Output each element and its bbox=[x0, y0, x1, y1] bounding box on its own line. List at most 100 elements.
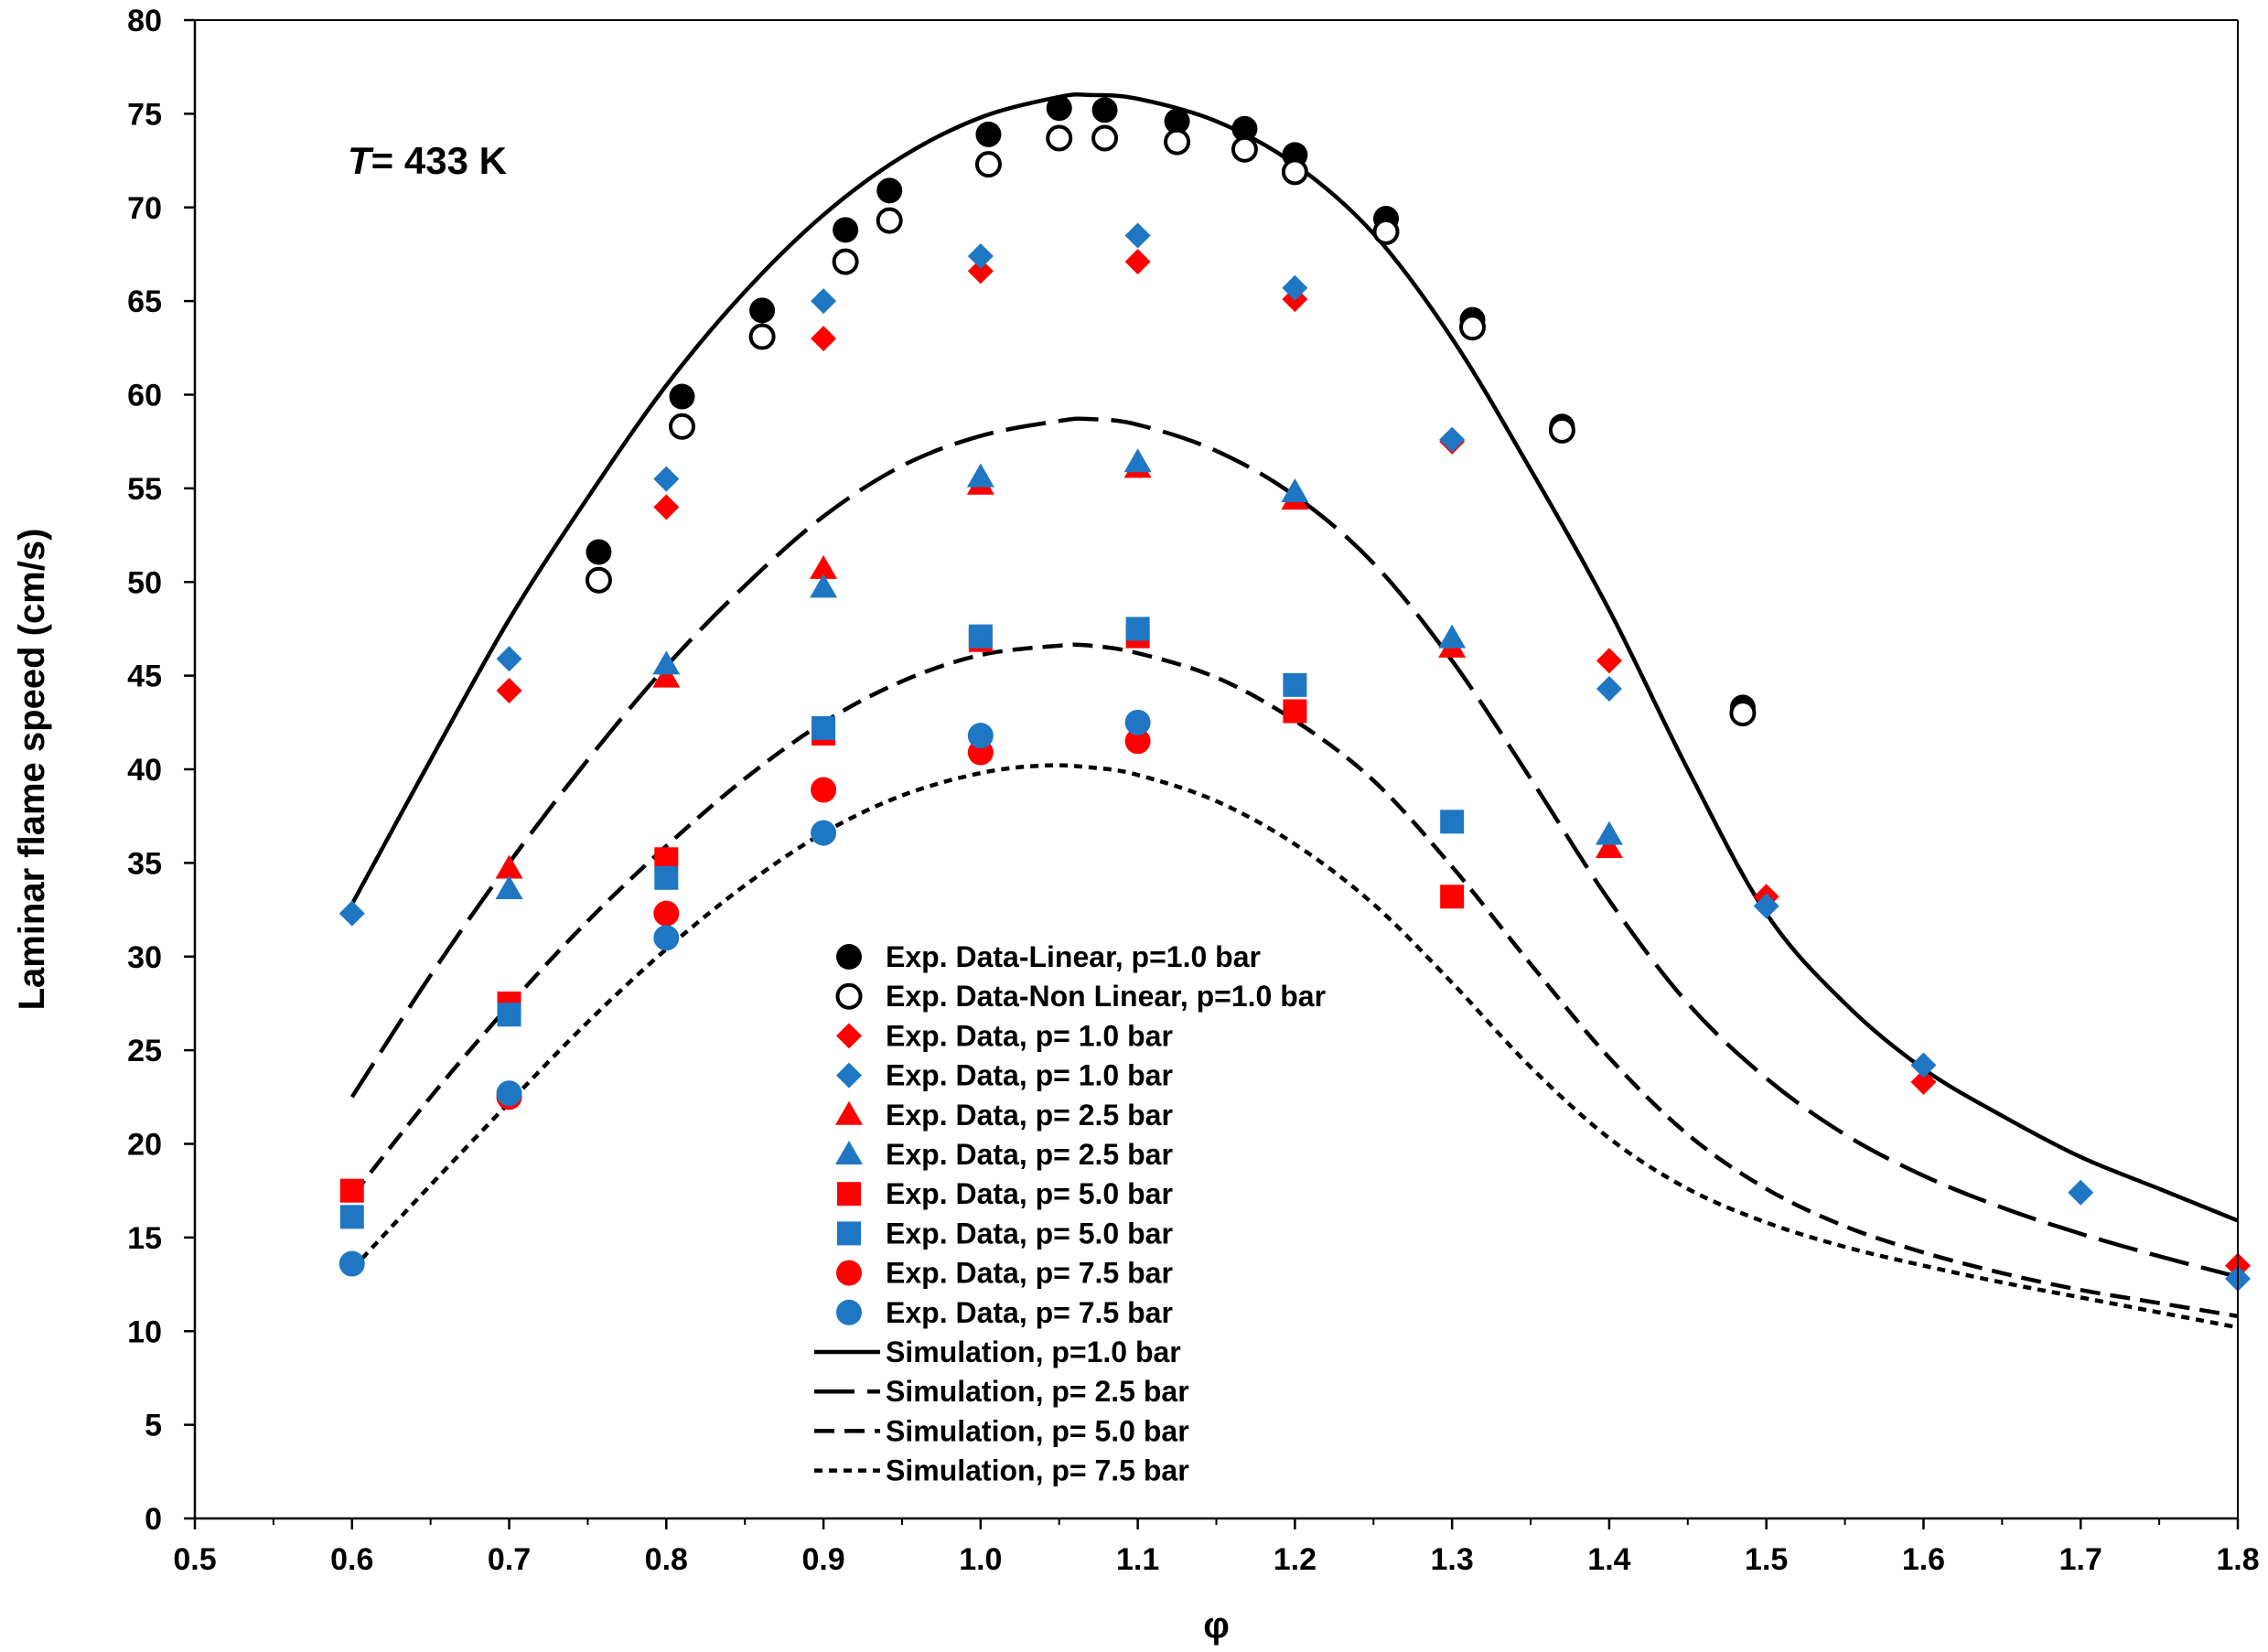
y-tick-label-14: 70 bbox=[127, 191, 162, 226]
y-tick-label-6: 30 bbox=[127, 940, 162, 975]
data-point-s0-p9 bbox=[1231, 115, 1258, 142]
data-point-s2-p4 bbox=[1124, 249, 1151, 275]
legend-label-4: Exp. Data, p= 2.5 bar bbox=[886, 1099, 1173, 1132]
data-point-s9-p3 bbox=[811, 820, 837, 846]
data-point-s3-p4 bbox=[967, 242, 994, 269]
y-tick-label-0: 0 bbox=[145, 1502, 162, 1537]
data-point-s8-p2 bbox=[811, 777, 837, 803]
data-point-s4-p7 bbox=[1595, 833, 1623, 858]
data-point-s1-p12 bbox=[1458, 314, 1486, 341]
data-point-s4-p0 bbox=[495, 854, 523, 879]
data-point-s2-p7 bbox=[1596, 648, 1622, 674]
y-tick-label-8: 40 bbox=[127, 753, 162, 788]
data-point-s4-p2 bbox=[810, 554, 838, 579]
data-point-s1-p1 bbox=[668, 413, 695, 440]
data-point-s4-p1 bbox=[652, 663, 681, 688]
data-point-s3-p8 bbox=[1596, 675, 1622, 702]
data-point-s1-p14 bbox=[1729, 700, 1757, 727]
annotation-italic: T bbox=[348, 139, 374, 182]
y-tick-label-3: 15 bbox=[127, 1221, 162, 1256]
data-point-s3-p3 bbox=[811, 288, 837, 315]
data-point-s1-p0 bbox=[585, 566, 612, 594]
x-tick-label-9: 1.4 bbox=[1587, 1542, 1630, 1577]
data-point-s0-p7 bbox=[1091, 97, 1118, 123]
data-point-s3-p10 bbox=[1910, 1052, 1937, 1078]
data-point-s3-p1 bbox=[496, 646, 522, 672]
data-point-s2-p0 bbox=[496, 678, 522, 704]
data-point-s2-p2 bbox=[811, 326, 837, 352]
data-point-s1-p2 bbox=[748, 323, 776, 350]
y-tick-label-16: 80 bbox=[127, 4, 162, 38]
data-point-s3-p6 bbox=[1282, 274, 1308, 301]
data-point-s1-p9 bbox=[1231, 135, 1258, 163]
data-point-s0-p1 bbox=[669, 383, 695, 410]
legend-label-3: Exp. Data, p= 1.0 bar bbox=[886, 1059, 1173, 1092]
data-point-s9-p4 bbox=[967, 723, 994, 749]
data-point-s9-p5 bbox=[1124, 709, 1151, 735]
legend-label-9: Exp. Data, p= 7.5 bar bbox=[886, 1296, 1173, 1329]
data-point-s7-p1 bbox=[497, 1003, 521, 1027]
legend-label-0: Exp. Data-Linear, p=1.0 bar bbox=[886, 940, 1261, 973]
y-tick-label-4: 20 bbox=[127, 1128, 162, 1163]
data-point-s3-p7 bbox=[1439, 426, 1466, 453]
data-point-s5-p7 bbox=[1595, 821, 1623, 845]
data-point-s1-p7 bbox=[1091, 124, 1119, 152]
legend-marker-9 bbox=[836, 1299, 862, 1325]
data-point-s9-p1 bbox=[496, 1080, 522, 1107]
y-tick-label-12: 60 bbox=[127, 379, 162, 413]
data-point-s6-p0 bbox=[339, 1178, 364, 1203]
legend-label-2: Exp. Data, p= 1.0 bar bbox=[886, 1019, 1173, 1052]
data-point-s7-p0 bbox=[339, 1205, 364, 1229]
x-tick-label-5: 1.0 bbox=[959, 1542, 1002, 1577]
data-point-s1-p4 bbox=[876, 207, 903, 234]
data-point-s5-p0 bbox=[495, 875, 523, 900]
legend-marker-1 bbox=[835, 982, 863, 1010]
y-tick-label-5: 25 bbox=[127, 1034, 162, 1068]
data-point-s0-p0 bbox=[586, 539, 612, 565]
data-point-s0-p2 bbox=[749, 297, 776, 324]
data-point-s1-p3 bbox=[832, 248, 859, 275]
x-tick-label-2: 0.7 bbox=[488, 1542, 531, 1577]
axes-layer bbox=[184, 18, 2240, 1529]
data-point-s1-p10 bbox=[1281, 158, 1308, 186]
data-point-s0-p6 bbox=[1046, 95, 1072, 122]
data-point-s2-p1 bbox=[653, 494, 680, 520]
y-tick-label-11: 55 bbox=[127, 472, 162, 507]
y-tick-label-9: 45 bbox=[127, 660, 162, 694]
y-axis-title: Laminar flame speed (cm/s) bbox=[12, 529, 52, 1011]
data-point-s6-p6 bbox=[1283, 699, 1307, 724]
data-point-s8-p1 bbox=[653, 900, 680, 927]
legend: Exp. Data-Linear, p=1.0 bar Exp. Data-Non… bbox=[814, 940, 1326, 1487]
x-tick-label-1: 0.6 bbox=[330, 1542, 373, 1577]
simulation-line-12 bbox=[350, 642, 2238, 1319]
data-point-s7-p7 bbox=[1440, 810, 1465, 834]
y-tick-label-15: 75 bbox=[127, 97, 162, 132]
data-point-s0-p4 bbox=[876, 177, 903, 204]
legend-label-1: Exp. Data-Non Linear, p=1.0 bar bbox=[886, 980, 1326, 1013]
data-point-s7-p6 bbox=[1283, 672, 1307, 697]
data-point-s1-p8 bbox=[1164, 128, 1191, 156]
x-tick-label-12: 1.7 bbox=[2059, 1542, 2102, 1577]
x-tick-label-0: 0.5 bbox=[173, 1542, 216, 1577]
simulation-line-10 bbox=[349, 92, 2238, 1223]
legend-label-7: Exp. Data, p= 5.0 bar bbox=[886, 1217, 1173, 1250]
y-tick-label-7: 35 bbox=[127, 846, 162, 881]
data-point-s0-p5 bbox=[975, 121, 1002, 147]
data-point-s9-p2 bbox=[653, 925, 680, 951]
y-tick-label-1: 5 bbox=[145, 1409, 162, 1443]
y-tick-label-10: 50 bbox=[127, 565, 162, 600]
x-tick-label-4: 0.9 bbox=[801, 1542, 844, 1577]
legend-label-12: Simulation, p= 5.0 bar bbox=[886, 1414, 1189, 1447]
x-tick-label-7: 1.2 bbox=[1274, 1542, 1317, 1577]
legend-label-13: Simulation, p= 7.5 bar bbox=[886, 1454, 1189, 1487]
legend-marker-4 bbox=[835, 1100, 863, 1125]
data-point-s0-p3 bbox=[833, 217, 859, 243]
x-tick-label-10: 1.5 bbox=[1745, 1542, 1788, 1577]
data-point-s3-p11 bbox=[2068, 1179, 2094, 1206]
temperature-annotation: T= 433 K bbox=[348, 139, 507, 182]
legend-marker-3 bbox=[836, 1062, 862, 1089]
data-point-s7-p3 bbox=[812, 715, 836, 740]
legend-label-8: Exp. Data, p= 7.5 bar bbox=[886, 1257, 1173, 1290]
